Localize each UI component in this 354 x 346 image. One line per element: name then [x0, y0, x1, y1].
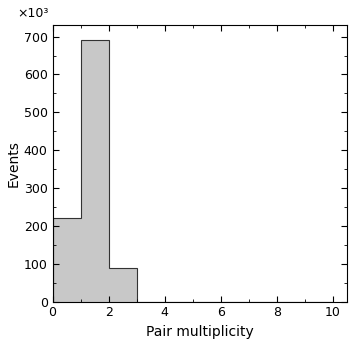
- Text: ×10³: ×10³: [17, 7, 48, 20]
- X-axis label: Pair multiplicity: Pair multiplicity: [146, 325, 254, 339]
- Y-axis label: Events: Events: [7, 140, 21, 187]
